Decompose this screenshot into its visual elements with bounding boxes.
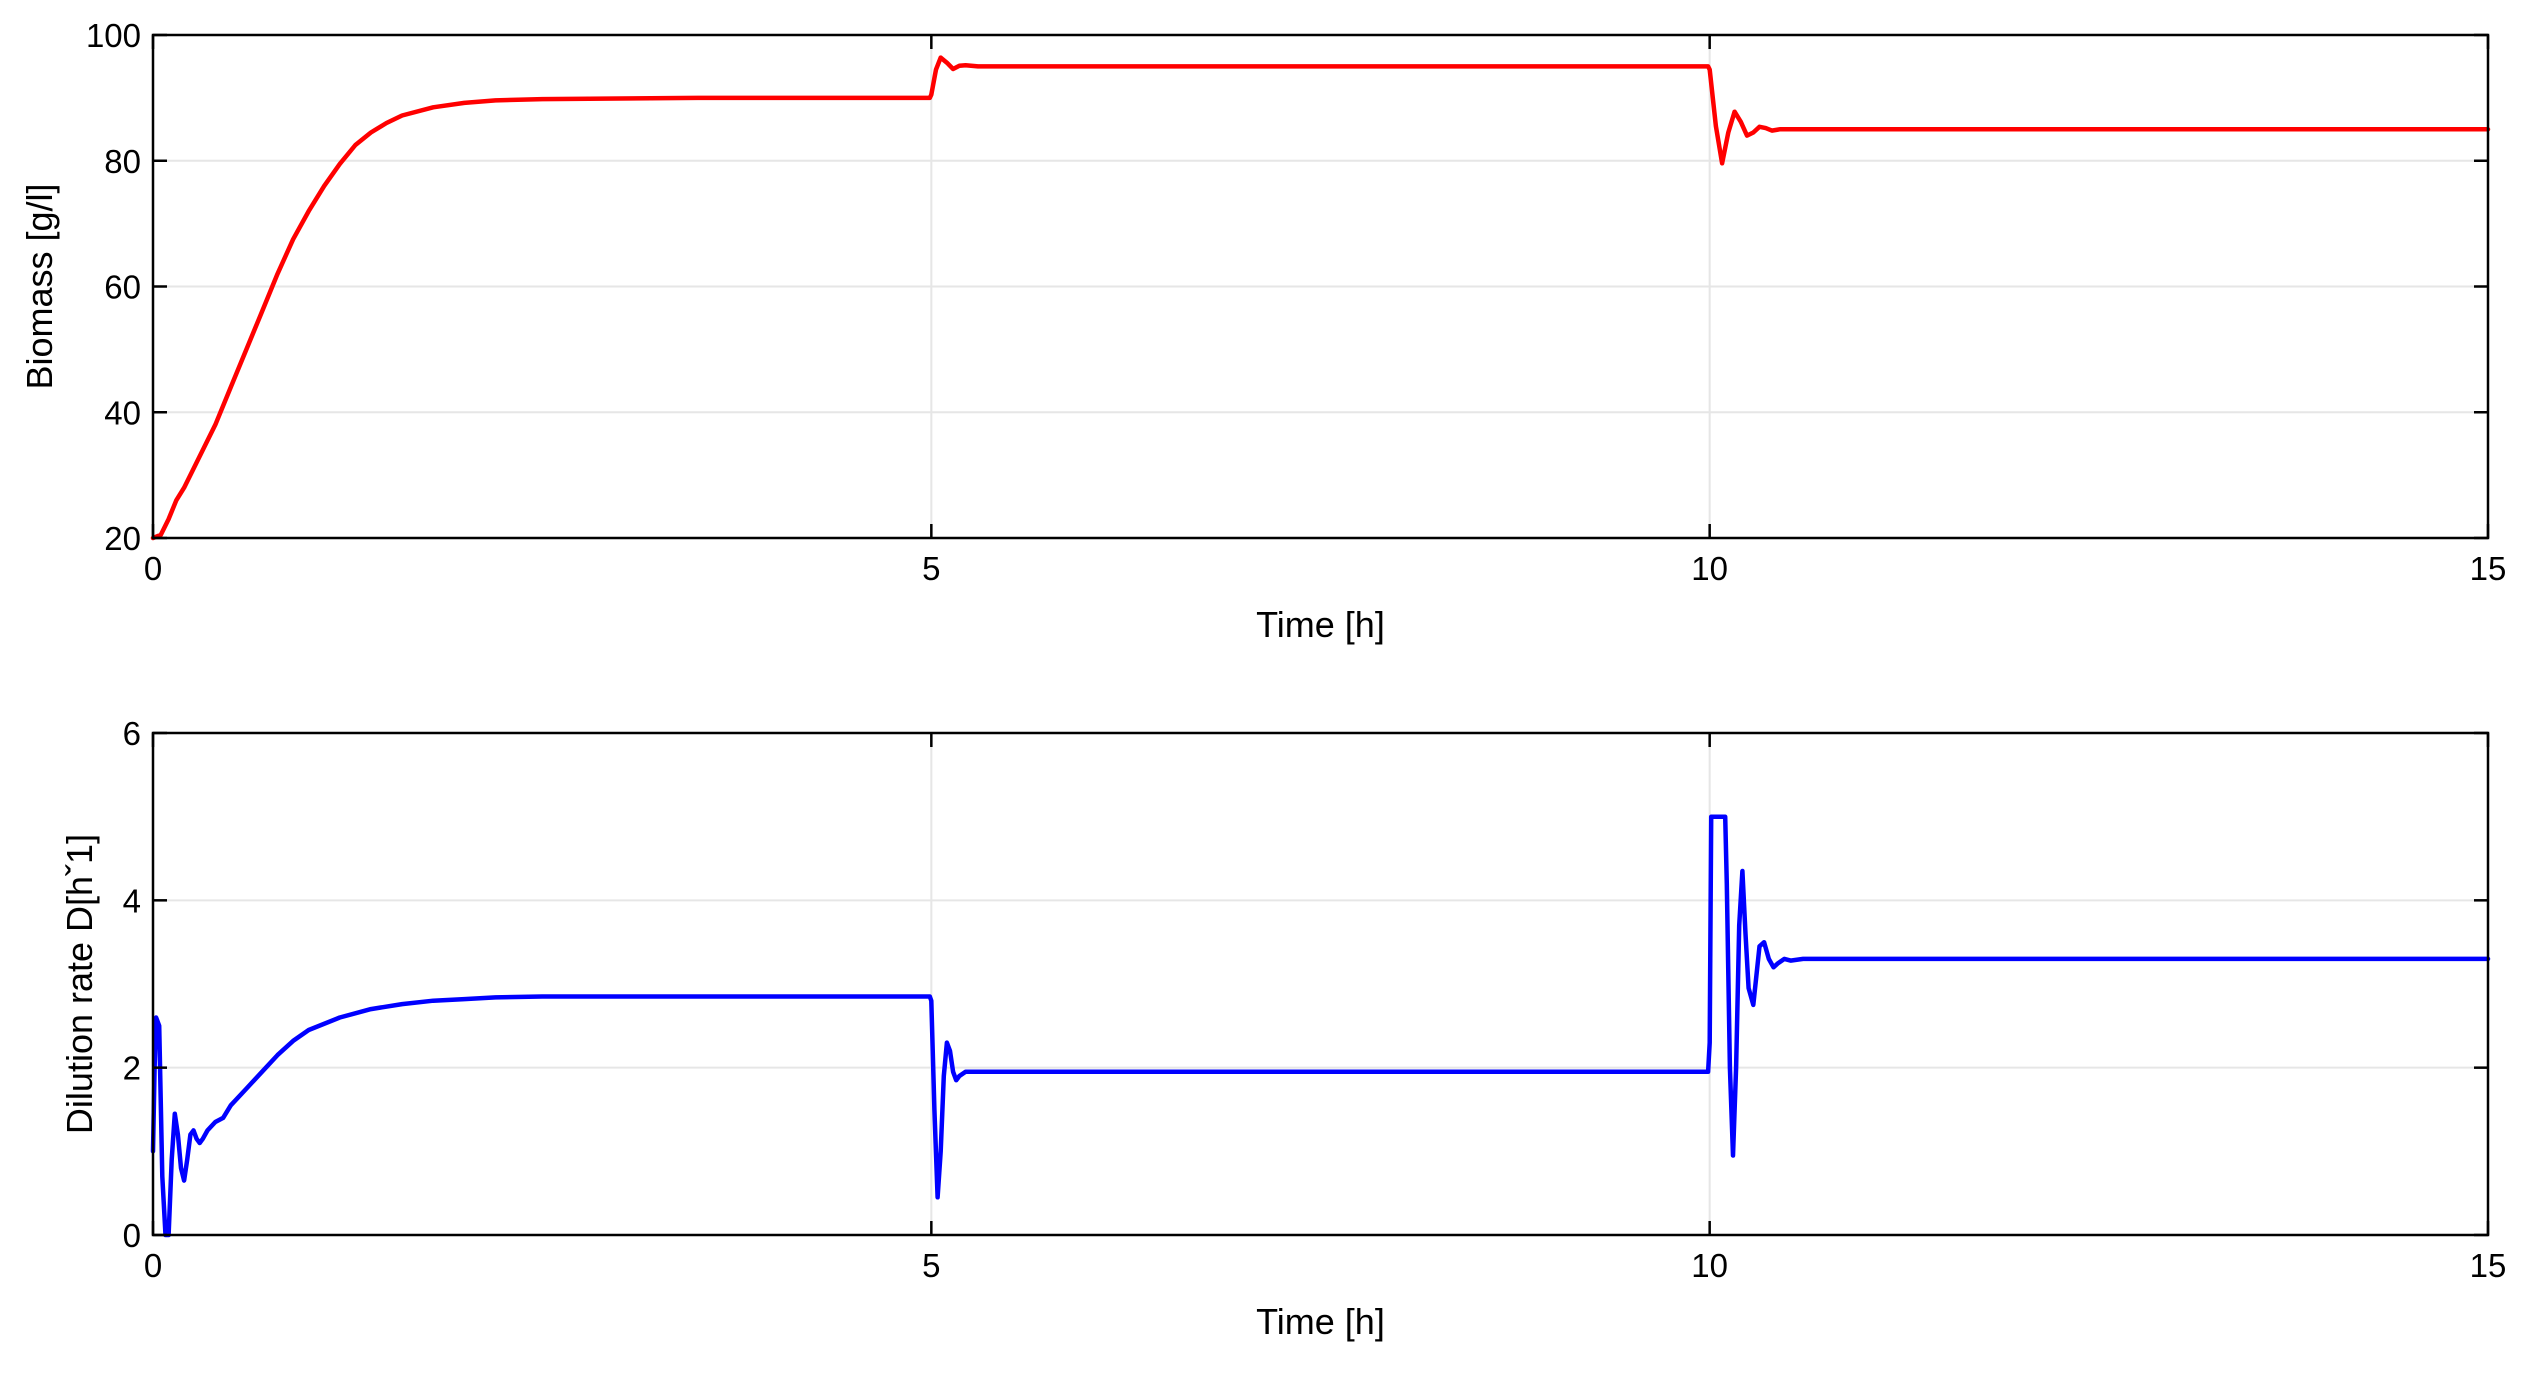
x-tick-label: 0 <box>144 1247 162 1284</box>
x-tick-label: 10 <box>1691 550 1728 587</box>
plot-frame <box>151 731 2490 1237</box>
x-axis-label: Time [h] <box>1256 604 1385 645</box>
x-tick-label: 5 <box>922 550 940 587</box>
x-tick-label: 15 <box>2470 550 2507 587</box>
y-tick-label: 60 <box>104 269 141 306</box>
x-tick-label: 15 <box>2470 1247 2507 1284</box>
y-tick-label: 6 <box>123 715 141 752</box>
y-tick-label: 4 <box>123 882 141 919</box>
x-tick-label: 5 <box>922 1247 940 1284</box>
y-tick-label: 100 <box>86 17 141 54</box>
series-line <box>150 55 2491 541</box>
y-tick-label: 2 <box>123 1050 141 1087</box>
x-tick-label: 10 <box>1691 1247 1728 1284</box>
y-tick-label: 80 <box>104 143 141 180</box>
x-tick-label: 0 <box>144 550 162 587</box>
series-line <box>150 814 2491 1238</box>
y-tick-label: 0 <box>123 1217 141 1254</box>
y-axis-label: Dilution rate D[hˇ1] <box>59 834 100 1134</box>
y-tick-label: 20 <box>104 520 141 557</box>
chart-panel-2: 0 5 10 15 0 2 4 6 Time [h] Dilution rate D[hˇ1] <box>59 715 2506 1342</box>
x-axis-label: Time [h] <box>1256 1301 1385 1342</box>
y-axis-label: Biomass [g/l] <box>19 183 60 389</box>
y-tick-label: 40 <box>104 394 141 431</box>
chart-panel-1: 0 5 10 15 20 40 60 80 100 Time [h] Biomass [g/l] <box>19 17 2506 645</box>
